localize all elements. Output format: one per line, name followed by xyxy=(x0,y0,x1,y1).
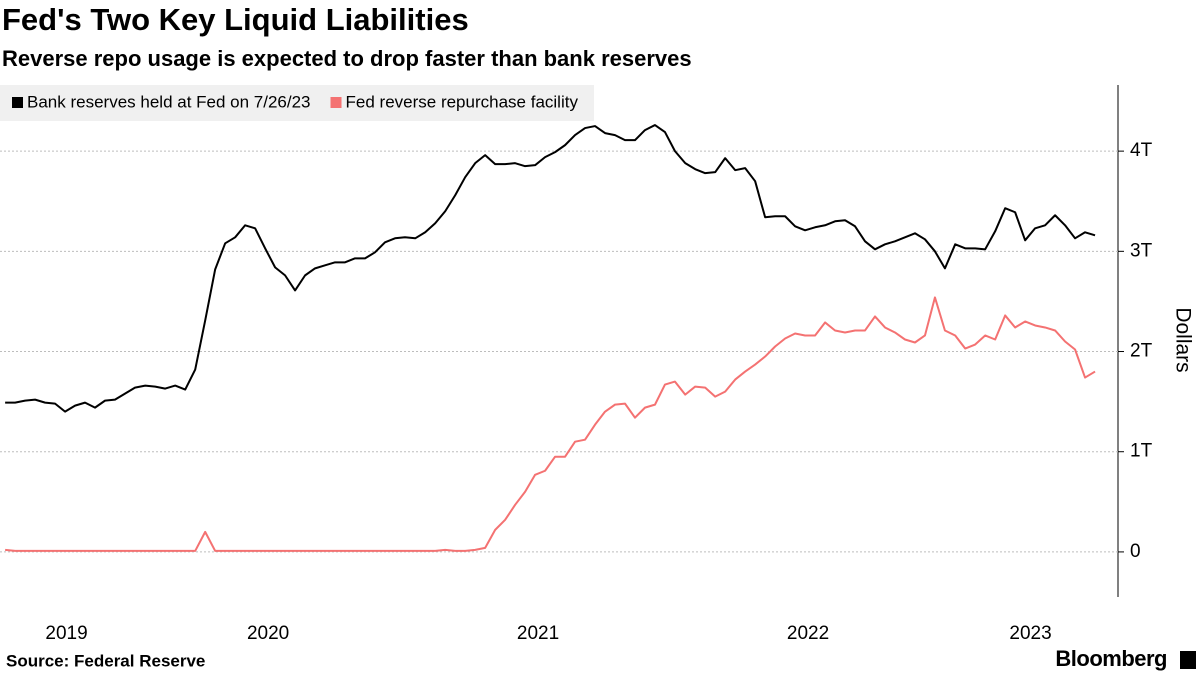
x-tick-label: 2021 xyxy=(517,623,559,644)
y-tick-label: 1T xyxy=(1130,441,1153,462)
chart-title: Fed's Two Key Liquid Liabilities xyxy=(2,2,469,37)
series-line xyxy=(5,124,1096,413)
legend-swatch xyxy=(330,97,342,108)
legend-label: Fed reverse repurchase facility xyxy=(346,92,579,111)
y-tick-label: 0 xyxy=(1130,541,1141,562)
y-tick-label: 4T xyxy=(1130,140,1153,161)
brand-icon xyxy=(1180,651,1196,669)
y-axis-label: Dollars xyxy=(1171,307,1194,372)
y-tick-label: 2T xyxy=(1130,341,1153,362)
chart-subtitle: Reverse repo usage is expected to drop f… xyxy=(2,46,692,71)
legend-background xyxy=(0,85,594,121)
y-tick-label: 3T xyxy=(1130,240,1153,261)
brand-logo: Bloomberg xyxy=(1055,646,1167,671)
legend-label: Bank reserves held at Fed on 7/26/23 xyxy=(27,92,311,111)
legend: Bank reserves held at Fed on 7/26/23 Fed … xyxy=(0,85,594,121)
x-tick-label: 2023 xyxy=(1009,623,1051,644)
x-tick-label: 2022 xyxy=(787,623,829,644)
legend-swatch xyxy=(12,97,23,108)
source-note: Source: Federal Reserve xyxy=(6,651,205,670)
x-tick-label: 2020 xyxy=(247,623,289,644)
x-tick-label: 2019 xyxy=(45,623,87,644)
series-line xyxy=(5,296,1096,552)
